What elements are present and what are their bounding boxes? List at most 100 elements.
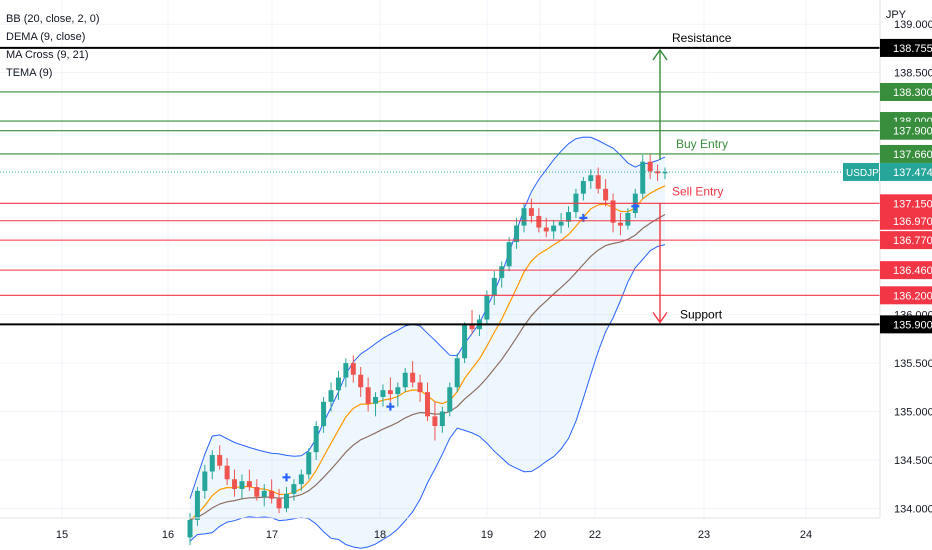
candles — [187, 153, 668, 546]
level-tag-label: 136.770 — [893, 235, 932, 247]
price-levels — [0, 46, 880, 326]
candle-body — [246, 481, 252, 488]
level-tag-label: 136.460 — [893, 265, 932, 277]
level-tag-label: 137.900 — [893, 126, 932, 138]
candle-body — [491, 277, 497, 296]
bollinger-bands — [189, 136, 666, 549]
y-tick-label: 138.500 — [894, 68, 932, 80]
candle-body — [425, 392, 430, 417]
ma-cross-marker — [386, 402, 395, 411]
candle-body — [276, 498, 282, 509]
level-tag-138.755 — [880, 38, 932, 57]
candle-body — [432, 416, 438, 427]
candle-body — [217, 455, 223, 466]
x-tick-label: 20 — [534, 529, 546, 541]
candle-body — [343, 363, 349, 378]
sell-arrow — [652, 203, 668, 324]
candle-body — [209, 455, 215, 472]
legend-dema[interactable]: DEMA (9, close) — [6, 31, 86, 43]
x-tick-label: 23 — [698, 529, 710, 541]
candle-body — [543, 227, 549, 232]
candle-body — [580, 181, 586, 194]
candle-body — [536, 215, 542, 228]
candle-body — [454, 358, 460, 388]
candle-body — [261, 490, 267, 497]
level-tag-135.900 — [880, 315, 932, 334]
candle-body — [603, 188, 609, 201]
x-tick-label: 19 — [481, 529, 493, 541]
symbol-tag — [843, 162, 879, 181]
level-tag-label: 137.660 — [893, 149, 932, 161]
buy-arrow — [652, 48, 668, 160]
candle-body — [625, 213, 631, 226]
legend-ma-cross[interactable]: MA Cross (9, 21) — [6, 49, 89, 61]
candle-body — [558, 221, 564, 226]
legend-tema[interactable]: TEMA (9) — [6, 67, 53, 79]
candle-body — [588, 175, 594, 182]
candle-body — [298, 474, 304, 485]
candle-body — [484, 295, 490, 320]
candle-body — [373, 396, 379, 404]
x-tick-label: 18 — [374, 529, 386, 541]
level-tag-label: 135.900 — [893, 319, 932, 331]
last-price-tag — [880, 162, 932, 181]
candle-body — [187, 519, 193, 538]
candle-body — [358, 374, 364, 388]
level-tag-137.900 — [880, 121, 932, 140]
y-tick-label: 135.000 — [894, 406, 932, 418]
candle-body — [551, 225, 557, 232]
candle-body — [328, 390, 334, 402]
candle-body — [239, 481, 245, 489]
candle-body — [647, 161, 653, 172]
candle-body — [610, 200, 616, 223]
candle-body — [640, 161, 646, 194]
candle-body — [439, 411, 445, 427]
time-axis: 15 16 17 18 19 20 22 23 24 — [0, 517, 880, 541]
symbol-tag-label: USDJPY — [846, 168, 886, 179]
bb-fill — [190, 137, 665, 549]
price-axis: 134.000134.500135.000135.500136.000136.5… — [843, 0, 932, 518]
candle-body — [232, 479, 238, 489]
candle-body — [313, 426, 319, 453]
candle-body — [417, 382, 423, 393]
grid — [0, 0, 880, 518]
annotation-sell-entry: Sell Entry — [672, 184, 723, 198]
candle-body — [194, 490, 200, 520]
candle-body — [365, 387, 371, 404]
ma-cross-marker — [282, 473, 291, 482]
last-price-label: 137.474 — [893, 167, 932, 179]
currency-label: JPY — [885, 9, 906, 21]
candle-body — [469, 324, 475, 330]
candle-body — [566, 212, 572, 222]
level-tag-138.300 — [880, 82, 932, 101]
level-tag-label: 138.755 — [893, 43, 932, 55]
y-tick-label: 134.000 — [894, 503, 932, 515]
level-tag-label: 136.200 — [893, 290, 932, 302]
annotation-support: Support — [680, 307, 723, 321]
candle-body — [499, 266, 505, 278]
legend-bb[interactable]: BB (20, close, 2, 0) — [6, 13, 100, 25]
candle-body — [380, 390, 386, 397]
candle-body — [662, 171, 668, 174]
candle-body — [291, 484, 297, 494]
annotation-buy-entry: Buy Entry — [676, 137, 728, 151]
x-tick-label: 15 — [56, 529, 68, 541]
candle-body — [269, 490, 275, 499]
candle-body — [254, 487, 260, 497]
candle-body — [514, 225, 520, 243]
level-tag-136.460 — [880, 261, 932, 280]
level-tag-136.970 — [880, 211, 932, 230]
indicator-legend: BB (20, close, 2, 0) DEMA (9, close) MA … — [6, 10, 100, 82]
x-tick-label: 16 — [162, 529, 174, 541]
x-tick-label: 22 — [589, 529, 601, 541]
y-tick-label: 139.000 — [894, 19, 932, 31]
candle-body — [350, 363, 356, 375]
candle-body — [506, 242, 512, 267]
candle-body — [335, 377, 341, 391]
annotation-resistance: Resistance — [672, 31, 732, 45]
candle-body — [410, 372, 416, 383]
candle-body — [617, 222, 623, 226]
candle-body — [283, 493, 289, 509]
